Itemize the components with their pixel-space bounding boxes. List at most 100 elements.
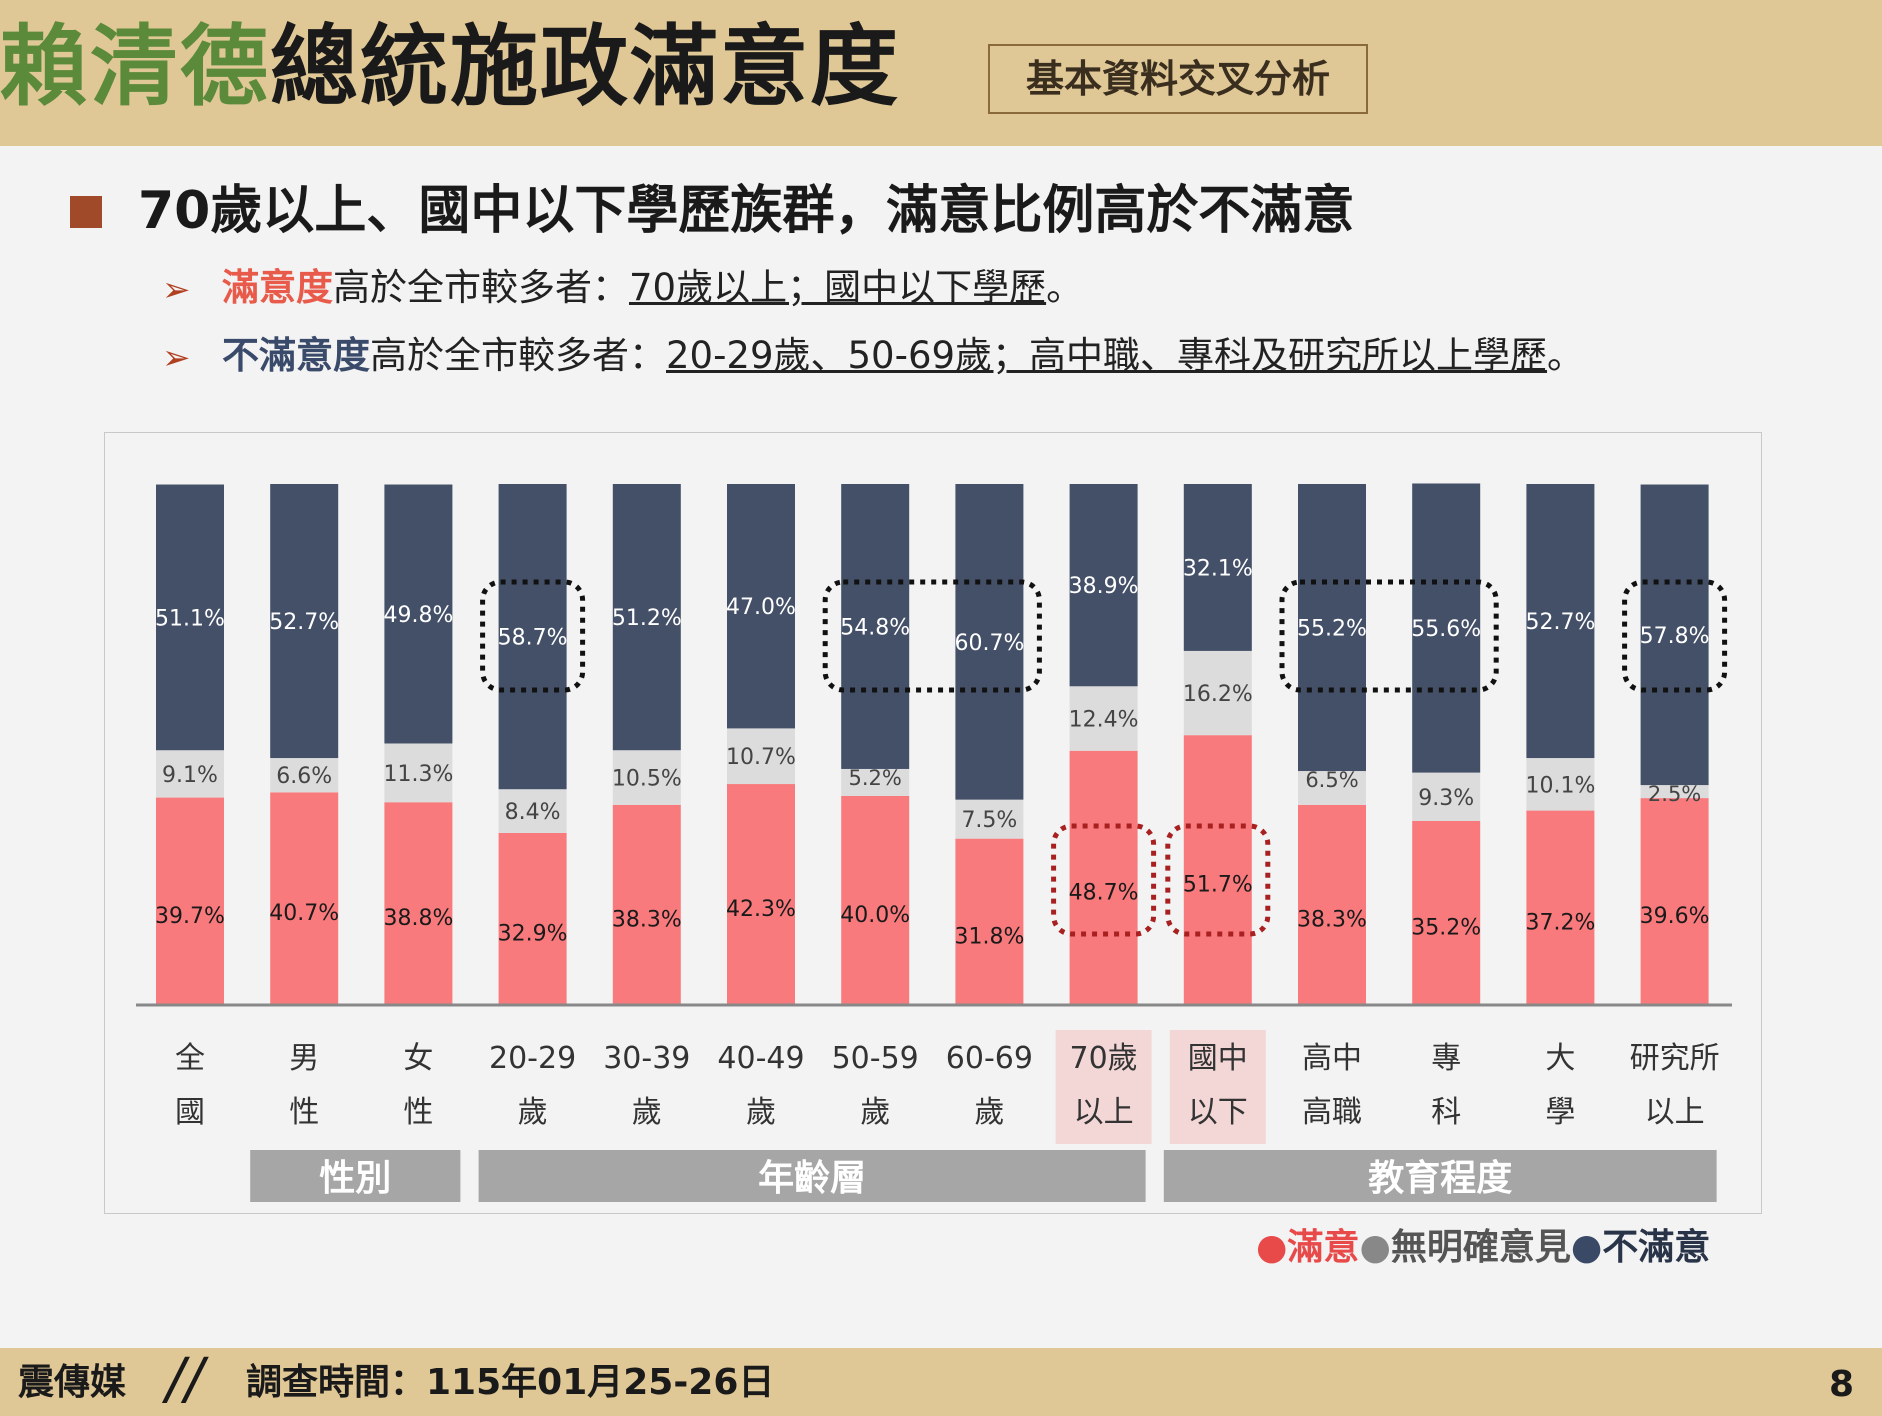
bar-segment [955, 484, 1024, 800]
category-label: 70歲 [1070, 1041, 1138, 1076]
bar-segment [727, 784, 795, 1004]
bar-segment [1526, 758, 1595, 811]
bar-segment [384, 484, 453, 744]
category-label: 女 [403, 1041, 433, 1076]
dissatisfied-highlight-box [1622, 579, 1728, 693]
bar-segment [1298, 771, 1366, 805]
bar-segment [841, 796, 910, 1004]
bar-segment [270, 758, 339, 793]
bar-segment [1069, 750, 1138, 1004]
bar-segment [841, 484, 910, 769]
bar-segment [1640, 785, 1709, 799]
page-title: 賴清德總統施政滿意度 [0, 12, 900, 122]
sub-underlined: 70歲以上；國中以下學歷 [629, 266, 1047, 309]
bar-segment [1298, 804, 1366, 1004]
satisfied-highlight-box [1165, 823, 1271, 937]
data-label: 5.2% [849, 766, 902, 790]
bar-segment [727, 484, 795, 729]
legend-dot-icon: ● [1570, 1227, 1603, 1268]
bar-segment [498, 484, 567, 790]
arrow-bullet-icon: ➢ [162, 270, 191, 310]
category-label: 40-49 [717, 1041, 804, 1076]
group-bar [1163, 1150, 1717, 1202]
chart-frame [104, 432, 1762, 1214]
category-label: 性 [403, 1095, 433, 1130]
bar-segment [1183, 735, 1252, 1004]
category-label: 以上 [1645, 1095, 1705, 1130]
bar-segment [612, 804, 681, 1004]
category-label: 全 [175, 1041, 205, 1076]
bar-segment [156, 484, 224, 751]
data-label: 47.0% [726, 595, 796, 620]
bar-segment [1069, 484, 1138, 687]
sub-point-dissatisfied: 不滿意度高於全市較多者：20-29歲、50-69歲；高中職、專科及研究所以上學歷… [222, 330, 1584, 382]
data-label: 6.6% [276, 764, 332, 789]
group-bar [250, 1150, 461, 1202]
legend-label: 無明確意見 [1390, 1227, 1571, 1268]
data-label: 49.8% [383, 603, 453, 628]
category-highlight [1169, 1030, 1266, 1144]
category-label: 歲 [860, 1095, 890, 1130]
data-label: 60.7% [954, 631, 1024, 656]
category-label: 性 [289, 1095, 319, 1130]
group-label: 性別 [319, 1158, 391, 1199]
category-label: 專 [1431, 1041, 1461, 1076]
dissatisfied-highlight-box [1279, 579, 1499, 693]
category-label: 歲 [632, 1095, 662, 1130]
legend-label: 滿意 [1287, 1227, 1360, 1268]
data-label: 11.3% [383, 762, 453, 787]
data-label: 40.7% [269, 901, 339, 926]
data-label: 31.8% [954, 924, 1024, 949]
category-label: 歲 [746, 1095, 776, 1130]
bar-segment [612, 484, 681, 751]
data-label: 48.7% [1069, 880, 1139, 905]
category-label: 研究所 [1630, 1041, 1720, 1076]
category-label: 以上 [1074, 1095, 1134, 1130]
sub-end: 。 [1547, 334, 1585, 377]
bar-segment [1526, 810, 1595, 1004]
satisfied-highlight-box [1051, 823, 1157, 937]
bar-segment [270, 484, 339, 759]
bar-segment [1298, 484, 1366, 772]
data-label: 38.3% [1297, 907, 1367, 932]
subtitle-badge: 基本資料交叉分析 [988, 44, 1368, 114]
data-label: 9.1% [162, 763, 218, 788]
bar-segment [1069, 686, 1138, 751]
data-label: 52.7% [269, 610, 339, 635]
page-number: 8 [1828, 1364, 1854, 1405]
category-label: 國 [175, 1095, 205, 1130]
group-bar [478, 1150, 1146, 1202]
data-label: 2.5% [1648, 782, 1701, 806]
bar-segment [1412, 772, 1481, 821]
data-label: 9.3% [1418, 786, 1474, 811]
category-label: 科 [1431, 1095, 1461, 1130]
data-label: 32.9% [498, 921, 568, 946]
category-label: 歲 [518, 1095, 548, 1130]
sub-highlight: 滿意度 [222, 266, 333, 309]
title-topic: 總統施政滿意度 [270, 15, 901, 118]
data-label: 40.0% [840, 903, 910, 928]
bar-segment [498, 789, 567, 833]
data-label: 57.8% [1640, 624, 1710, 649]
header-bar [0, 0, 1882, 146]
category-label: 60-69 [946, 1041, 1033, 1076]
data-label: 42.3% [726, 897, 796, 922]
data-label: 38.8% [383, 906, 453, 931]
category-label: 歲 [974, 1095, 1004, 1130]
category-label: 學 [1545, 1095, 1575, 1130]
bar-segment [841, 768, 910, 796]
bar-segment [1640, 798, 1709, 1004]
footer-bar [0, 1348, 1882, 1416]
legend-dot-icon: ● [1359, 1227, 1391, 1268]
sub-text: 高於全市較多者： [370, 334, 666, 377]
data-label: 7.5% [961, 808, 1017, 833]
data-label: 55.6% [1411, 617, 1481, 642]
data-label: 55.2% [1297, 617, 1367, 642]
bar-segment [955, 799, 1024, 839]
category-label: 20-29 [489, 1041, 576, 1076]
category-label: 高職 [1302, 1095, 1362, 1130]
category-highlight [1055, 1030, 1152, 1144]
dissatisfied-highlight-box [480, 579, 586, 693]
data-label: 8.4% [505, 800, 561, 825]
data-label: 12.4% [1069, 708, 1139, 733]
